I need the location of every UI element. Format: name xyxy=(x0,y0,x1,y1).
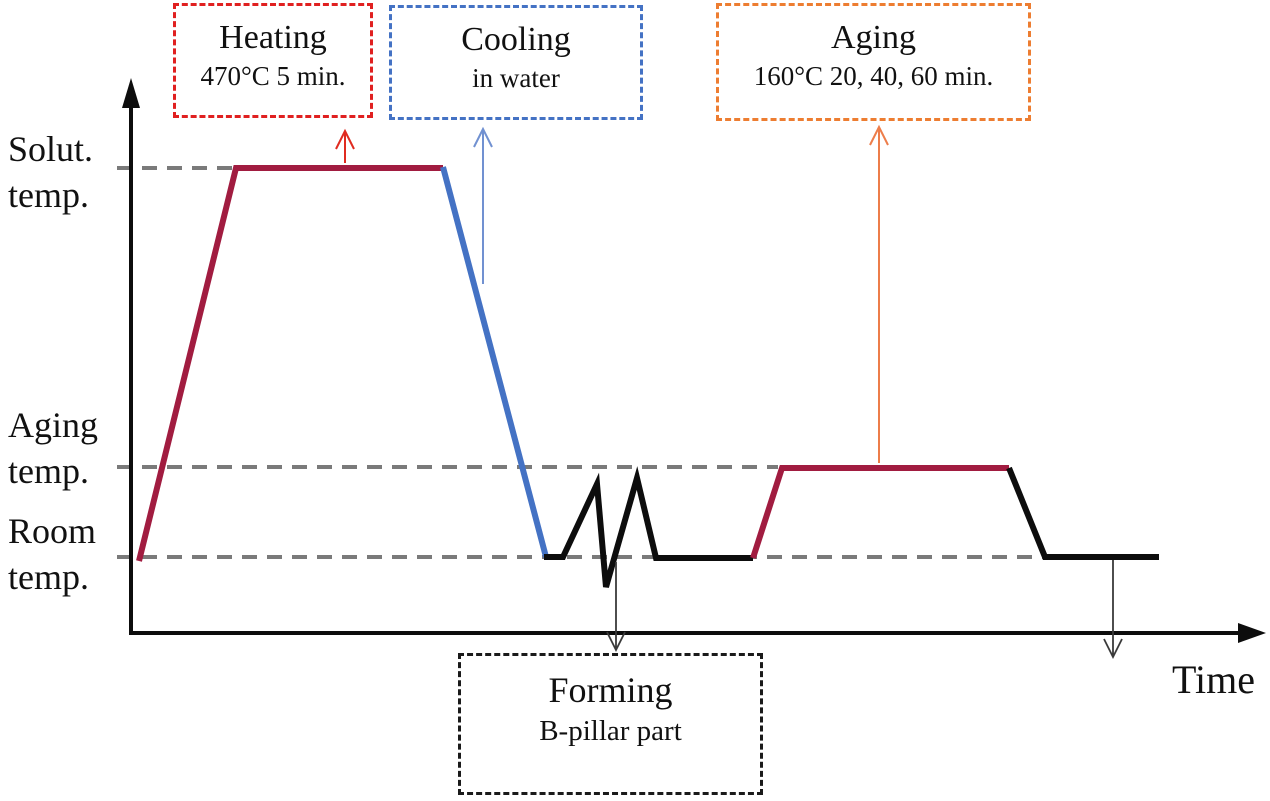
y-axis-label-room-temp-line1: Room xyxy=(8,511,97,551)
heating-box-subtitle: 470°C 5 min. xyxy=(200,61,346,92)
forming-zigzag-segment xyxy=(544,466,753,588)
x-axis-label-time: Time xyxy=(1172,657,1256,702)
cooling-arrow-icon xyxy=(473,126,493,284)
heating-box: Heating 470°C 5 min. xyxy=(173,3,373,118)
heating-arrow-icon xyxy=(335,128,355,163)
cooling-box: Cooling in water xyxy=(389,5,643,120)
y-axis-label-aging-temp: Aging temp. xyxy=(8,402,98,494)
x-axis-arrowhead-icon xyxy=(1238,623,1266,643)
heating-and-solution-hold-segment xyxy=(136,165,443,562)
water-quench-segment xyxy=(440,166,549,558)
forming-box: Forming B-pillar part xyxy=(458,653,763,795)
y-axis-label-room-temp-line2: temp. xyxy=(8,557,89,597)
y-axis-label-solution-temp: Solut. temp. xyxy=(8,126,93,218)
axes-lines xyxy=(129,92,1242,635)
y-axis-arrowhead-icon xyxy=(122,78,140,108)
y-axis-label-room-temp: Room temp. xyxy=(8,508,96,600)
cooling-box-title: Cooling xyxy=(461,21,571,58)
heating-box-title: Heating xyxy=(219,19,327,56)
end-time-arrow-icon xyxy=(1103,560,1123,660)
aging-arrow-icon xyxy=(869,124,889,463)
forming-box-subtitle: B-pillar part xyxy=(539,715,682,748)
aging-box-title: Aging xyxy=(831,19,916,56)
cooling-box-subtitle: in water xyxy=(472,63,560,94)
forming-arrow-icon xyxy=(606,562,626,653)
y-axis-label-aging-temp-line1: Aging xyxy=(8,405,98,445)
y-axis-label-solution-temp-line1: Solut. xyxy=(8,129,94,169)
aging-ramp-and-hold-segment xyxy=(750,465,1009,559)
final-cooling-segment xyxy=(1006,466,1159,560)
forming-box-title: Forming xyxy=(548,670,673,710)
y-axis-label-solution-temp-line2: temp. xyxy=(8,175,89,215)
aging-box: Aging 160°C 20, 40, 60 min. xyxy=(716,3,1031,121)
y-axis-label-aging-temp-line2: temp. xyxy=(8,451,89,491)
aging-box-subtitle: 160°C 20, 40, 60 min. xyxy=(753,61,994,92)
